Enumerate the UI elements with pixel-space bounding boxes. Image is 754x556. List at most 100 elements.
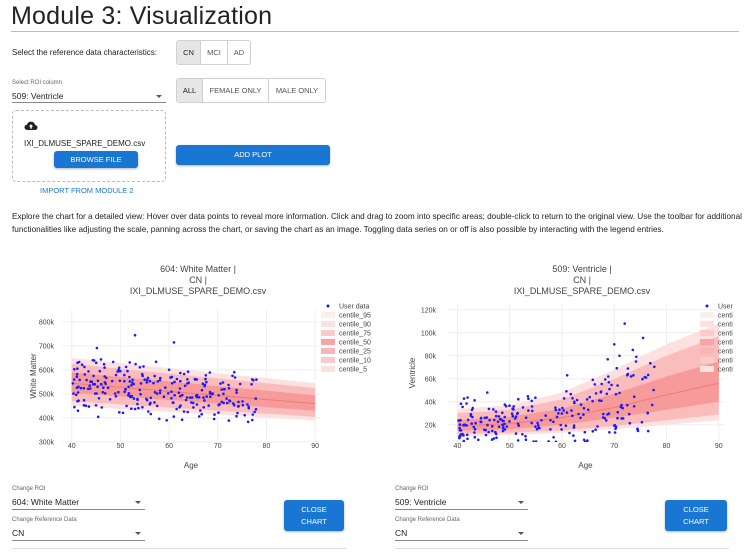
toggle-cn[interactable]: CN bbox=[177, 41, 201, 64]
import-from-module-2-link[interactable]: IMPORT FROM MODULE 2 bbox=[40, 186, 134, 195]
data-point bbox=[202, 396, 205, 399]
legend-swatch bbox=[700, 339, 714, 345]
data-point bbox=[573, 401, 576, 405]
data-point bbox=[493, 418, 496, 422]
chevron-down-icon[interactable] bbox=[135, 501, 141, 504]
data-point bbox=[92, 359, 96, 362]
data-point bbox=[222, 401, 225, 405]
data-point bbox=[197, 396, 201, 399]
file-drop-zone[interactable] bbox=[12, 110, 166, 182]
chart-1-ref-select[interactable] bbox=[12, 540, 145, 541]
chart-2-ref-select[interactable] bbox=[395, 540, 528, 541]
toggle-all[interactable]: ALL bbox=[177, 79, 203, 102]
data-point bbox=[465, 433, 469, 437]
data-point bbox=[86, 387, 90, 391]
chart-2-roi-select[interactable] bbox=[395, 509, 528, 510]
data-point bbox=[479, 420, 483, 424]
data-point bbox=[76, 367, 79, 370]
data-point bbox=[182, 410, 186, 413]
close-chart-1-button[interactable]: CLOSE CHART bbox=[284, 500, 344, 531]
data-point bbox=[559, 423, 562, 427]
legend: User data centile_95 centile_90 centile_75c… bbox=[321, 304, 371, 374]
add-plot-button[interactable]: ADD PLOT bbox=[176, 145, 330, 165]
data-point bbox=[73, 368, 76, 371]
data-point bbox=[459, 418, 462, 422]
data-point bbox=[649, 361, 652, 365]
data-point bbox=[570, 409, 573, 412]
data-point bbox=[479, 417, 483, 420]
chevron-down-icon[interactable] bbox=[135, 532, 141, 535]
data-point bbox=[614, 425, 618, 428]
data-point bbox=[600, 399, 603, 403]
data-point bbox=[588, 395, 591, 399]
data-point bbox=[179, 379, 182, 383]
chevron-down-icon[interactable] bbox=[156, 95, 162, 98]
data-point bbox=[484, 433, 488, 437]
data-point bbox=[579, 403, 583, 406]
roi-select-value[interactable]: 509: Ventricle bbox=[12, 91, 64, 101]
data-point bbox=[501, 419, 504, 423]
data-point bbox=[254, 407, 258, 411]
data-point bbox=[75, 375, 79, 379]
data-point bbox=[496, 420, 500, 423]
toggle-mci[interactable]: MCI bbox=[201, 41, 228, 64]
data-point bbox=[554, 406, 557, 409]
data-point bbox=[217, 411, 220, 414]
reference-toggle-group: CN MCI AD bbox=[176, 40, 251, 65]
data-point bbox=[524, 416, 528, 419]
data-point bbox=[473, 435, 477, 439]
close-chart-2-button[interactable]: CLOSE CHART bbox=[665, 500, 727, 531]
data-point bbox=[466, 396, 469, 399]
data-point bbox=[186, 378, 189, 381]
data-point bbox=[461, 405, 464, 409]
chart-1-roi-select[interactable] bbox=[12, 509, 145, 510]
data-point bbox=[241, 403, 245, 407]
data-point bbox=[85, 378, 88, 382]
data-point bbox=[210, 392, 214, 396]
y-tick-label: 120k bbox=[421, 307, 437, 314]
chart-1-ref-value[interactable]: CN bbox=[12, 528, 25, 538]
y-tick-label: 500k bbox=[39, 392, 55, 399]
data-point bbox=[602, 412, 605, 416]
data-point bbox=[235, 388, 238, 392]
white-matter-chart[interactable]: 300k 400k 500k 600k 700k 800k 40 50 60 70 80 90 Age W… bbox=[0, 296, 377, 476]
data-point bbox=[646, 411, 649, 415]
ventricle-chart[interactable]: 20k 40k 60k 80k 100k 120k 40 50 60 70 80 90 Age Ventr… bbox=[377, 296, 754, 476]
data-point bbox=[561, 406, 564, 410]
roi-select[interactable] bbox=[12, 102, 166, 103]
data-point bbox=[505, 425, 509, 428]
data-point bbox=[626, 367, 630, 370]
chevron-down-icon[interactable] bbox=[518, 532, 524, 535]
chart-1-roi-value[interactable]: 604: White Matter bbox=[12, 497, 80, 507]
data-point bbox=[219, 382, 222, 385]
data-point bbox=[145, 381, 149, 384]
data-point bbox=[530, 399, 533, 403]
data-point bbox=[153, 401, 156, 404]
data-point bbox=[612, 342, 616, 346]
data-point bbox=[607, 381, 611, 384]
legend-entry: User data bbox=[339, 304, 369, 311]
legend-swatch bbox=[700, 321, 714, 327]
data-point bbox=[250, 378, 254, 381]
data-point bbox=[650, 403, 654, 407]
data-point bbox=[136, 402, 139, 406]
toggle-male-only[interactable]: MALE ONLY bbox=[275, 86, 319, 95]
data-point bbox=[465, 424, 468, 427]
data-point bbox=[91, 383, 95, 386]
data-point bbox=[462, 434, 465, 437]
data-point bbox=[554, 408, 558, 412]
browse-file-button[interactable]: BROWSE FILE bbox=[54, 151, 138, 168]
x-axis-label: Age bbox=[578, 461, 593, 470]
chart-2-ref-value[interactable]: CN bbox=[395, 528, 408, 538]
data-point bbox=[549, 428, 552, 431]
data-point bbox=[606, 358, 609, 361]
chevron-down-icon[interactable] bbox=[518, 501, 524, 504]
chart-2-roi-value[interactable]: 509: Ventricle bbox=[395, 497, 447, 507]
toggle-ad[interactable]: AD bbox=[233, 48, 245, 57]
data-point bbox=[155, 404, 159, 408]
toggle-female-only[interactable]: FEMALE ONLY bbox=[203, 79, 269, 102]
x-tick-label: 60 bbox=[558, 443, 566, 450]
data-point bbox=[534, 396, 537, 399]
data-point bbox=[88, 387, 92, 390]
data-point bbox=[96, 379, 100, 383]
